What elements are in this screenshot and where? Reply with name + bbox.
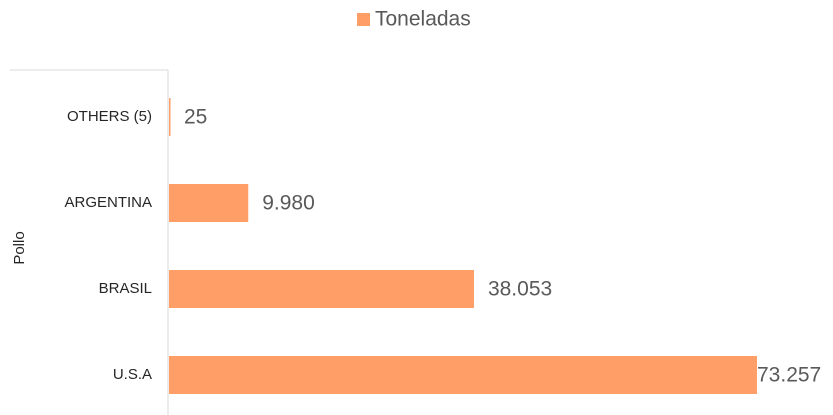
y-axis-label: Pollo: [11, 231, 28, 264]
bar: [169, 356, 757, 394]
bar: [169, 184, 249, 222]
bar: [169, 270, 474, 308]
bar: [169, 98, 171, 136]
legend-swatch: [357, 13, 370, 26]
data-label: 73.257: [757, 364, 821, 387]
legend-label: Toneladas: [375, 8, 471, 31]
y-tick-label: OTHERS (5): [67, 108, 152, 125]
data-label: 38.053: [488, 278, 552, 301]
data-label: 25: [184, 106, 207, 129]
y-tick-label: ARGENTINA: [64, 194, 152, 211]
y-tick-label: BRASIL: [99, 280, 152, 297]
y-tick-label: U.S.A: [113, 366, 152, 383]
data-label: 9.980: [262, 192, 315, 215]
